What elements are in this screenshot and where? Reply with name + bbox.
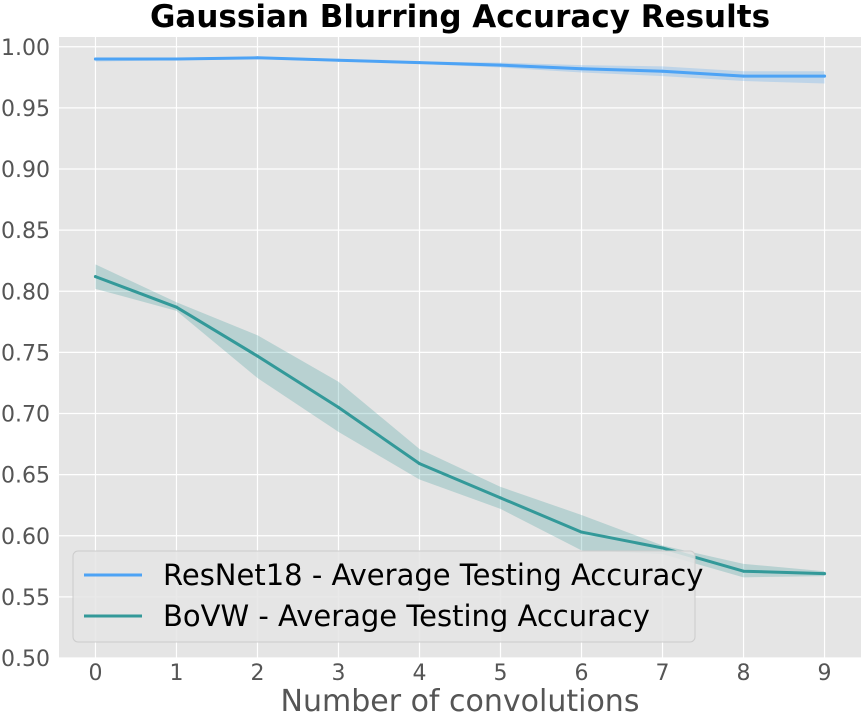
x-tick-labels: 0 1 2 3 4 5 6 7 8 9 — [88, 661, 831, 686]
chart-title: Gaussian Blurring Accuracy Results — [150, 0, 770, 35]
data-point — [499, 496, 503, 500]
data-point — [580, 67, 584, 71]
data-point — [336, 58, 340, 62]
legend-box — [72, 550, 696, 643]
y-tick-label: 0.50 — [1, 647, 50, 672]
data-point — [417, 61, 421, 65]
x-tick-label: 2 — [250, 661, 264, 686]
x-tick-label: 4 — [412, 661, 426, 686]
data-point — [823, 572, 827, 576]
data-point — [93, 57, 97, 61]
y-tick-label: 0.85 — [1, 219, 50, 244]
y-tick-label: 0.60 — [1, 525, 50, 550]
y-tick-label: 0.65 — [1, 464, 50, 489]
y-tick-labels: 0.50 0.55 0.60 0.65 0.70 0.75 0.80 0.85 0.90 0.95… — [1, 36, 50, 672]
y-tick-label: 1.00 — [1, 36, 50, 61]
y-tick-label: 0.75 — [1, 341, 50, 366]
data-point — [661, 546, 665, 550]
data-point — [742, 74, 746, 78]
data-point — [255, 354, 259, 358]
data-point — [93, 275, 97, 279]
y-tick-label: 0.90 — [1, 158, 50, 183]
y-tick-label: 0.95 — [1, 97, 50, 122]
series-line-1 — [93, 275, 827, 576]
y-tick-label: 0.80 — [1, 280, 50, 305]
data-point — [255, 56, 259, 60]
data-point — [417, 462, 421, 466]
data-point — [174, 305, 178, 309]
data-point — [499, 63, 503, 67]
x-tick-label: 3 — [331, 661, 345, 686]
x-tick-label: 6 — [575, 661, 589, 686]
legend-entry-1: BoVW - Average Testing Accuracy — [163, 599, 650, 633]
legend: ResNet18 - Average Testing Accuracy BoVW … — [72, 550, 703, 643]
series-line-0 — [93, 56, 827, 78]
data-point — [661, 69, 665, 73]
x-tick-label: 5 — [494, 661, 508, 686]
x-tick-label: 0 — [88, 661, 102, 686]
data-point — [580, 530, 584, 534]
x-tick-label: 7 — [656, 661, 670, 686]
data-point — [742, 569, 746, 573]
x-tick-label: 1 — [169, 661, 183, 686]
series-lines — [93, 56, 827, 576]
x-tick-label: 9 — [818, 661, 832, 686]
y-tick-label: 0.55 — [1, 586, 50, 611]
legend-entry-0: ResNet18 - Average Testing Accuracy — [163, 558, 703, 592]
grid — [59, 37, 861, 659]
data-point — [336, 405, 340, 409]
data-point — [174, 57, 178, 61]
x-axis-label: Number of convolutions — [281, 684, 640, 719]
data-point — [823, 74, 827, 78]
x-tick-label: 8 — [737, 661, 751, 686]
y-tick-label: 0.70 — [1, 403, 50, 428]
